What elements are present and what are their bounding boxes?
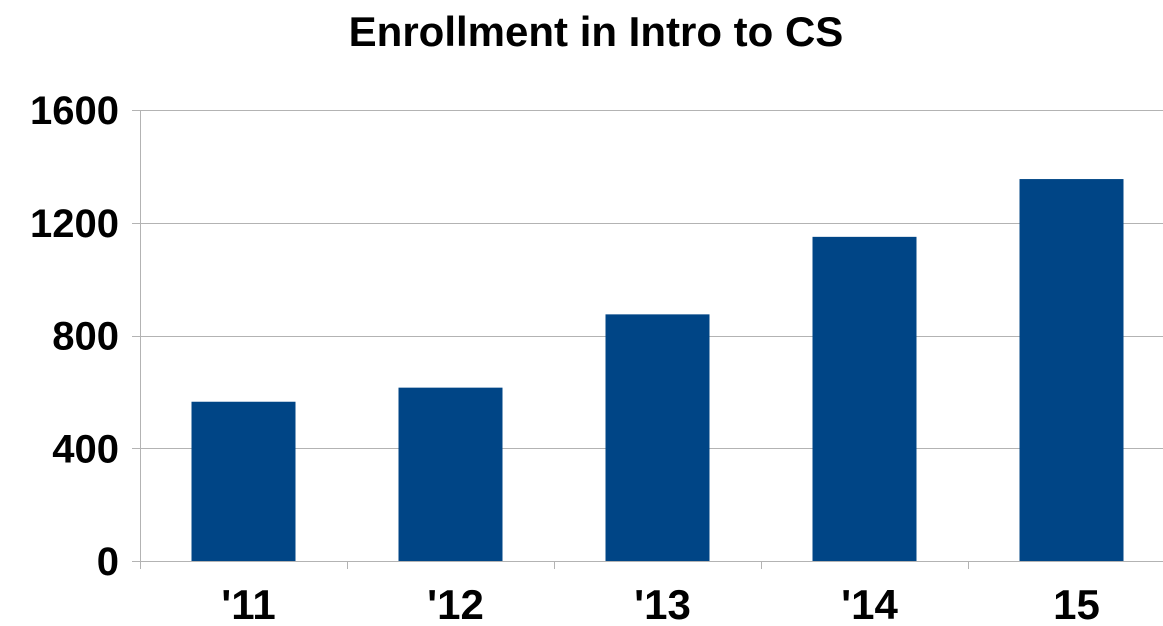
y-tick-label: 1600	[30, 89, 119, 133]
bar-5	[1019, 179, 1124, 561]
x-tick-label: '14	[841, 581, 898, 626]
y-tick-label: 0	[97, 540, 119, 584]
y-tick-label: 1200	[30, 202, 119, 246]
x-tick-label: '13	[634, 581, 691, 626]
x-tick-label: '11	[221, 581, 275, 626]
x-tick-label: '12	[427, 581, 484, 626]
x-axis-ticks: '11 '12 '13 '14 15	[221, 581, 1100, 626]
bar-3	[605, 314, 710, 561]
bar-4	[812, 236, 917, 561]
y-tick-label: 400	[52, 427, 119, 471]
chart-title: Enrollment in Intro to CS	[349, 8, 844, 55]
bars	[191, 179, 1124, 561]
x-tick-label: 15	[1053, 581, 1100, 626]
bar-2	[398, 387, 503, 561]
bar-1	[191, 401, 296, 561]
y-axis-ticks: 0 400 800 1200 1600	[30, 89, 119, 584]
axes	[132, 110, 1163, 569]
y-tick-label: 800	[52, 315, 119, 359]
